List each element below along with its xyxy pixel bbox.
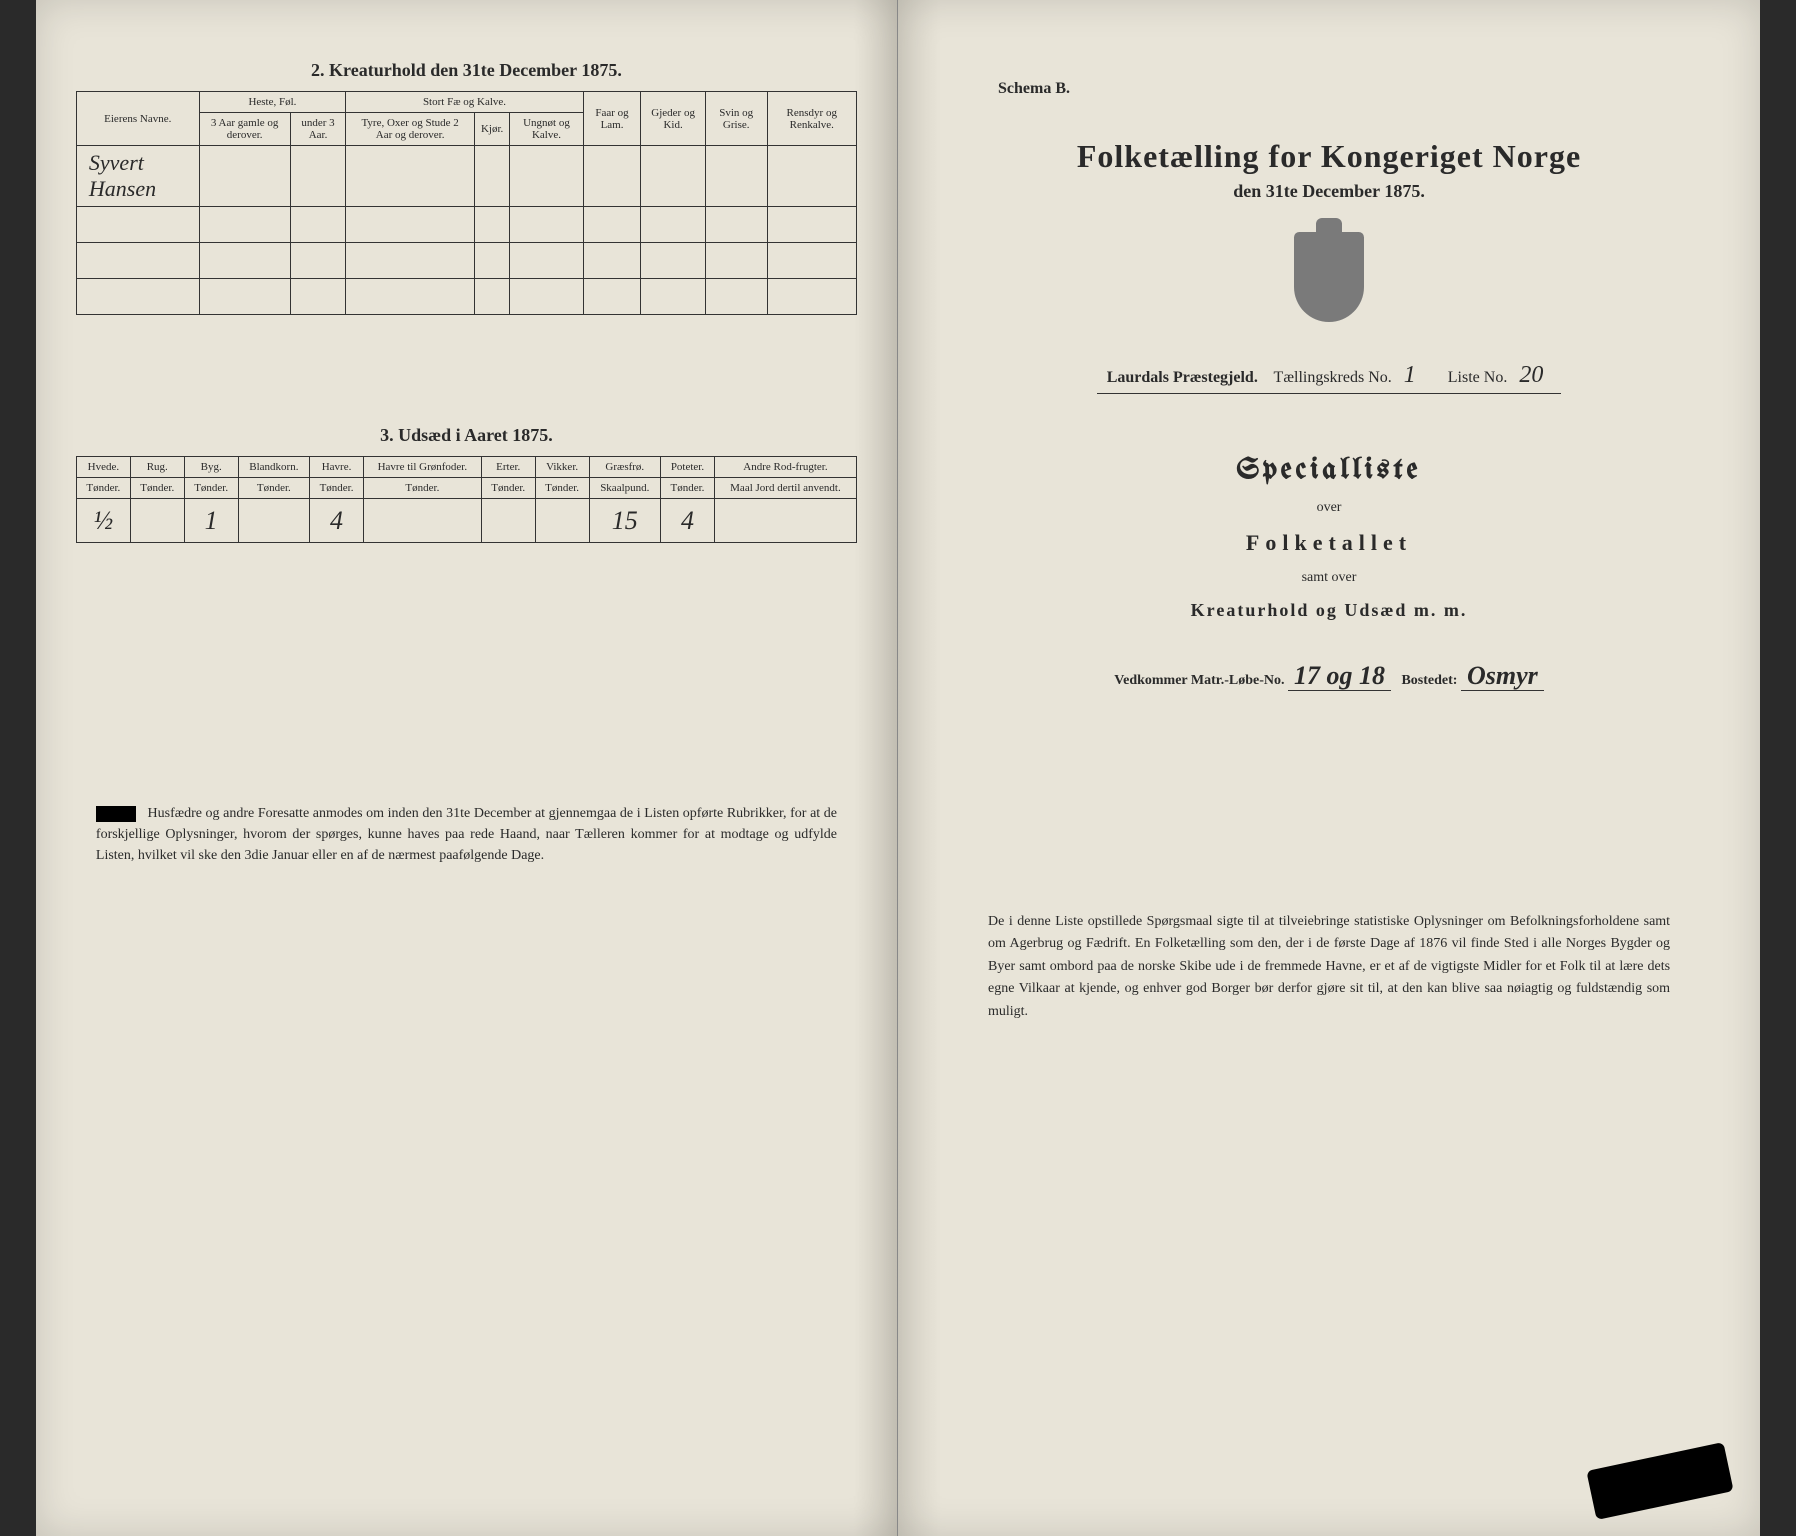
left-page: 2. Kreaturhold den 31te December 1875. E… bbox=[36, 0, 898, 1536]
main-title: Folketælling for Kongeriget Norge bbox=[938, 138, 1720, 175]
t3-v bbox=[363, 499, 481, 543]
t3-u: Maal Jord dertil anvendt. bbox=[714, 478, 856, 499]
t3-v: ½ bbox=[76, 499, 130, 543]
t3-h: Poteter. bbox=[661, 457, 715, 478]
coat-of-arms-icon bbox=[1294, 232, 1364, 322]
left-footer-note: Husfædre og andre Foresatte anmodes om i… bbox=[76, 803, 857, 866]
kreds-label: Tællingskreds No. bbox=[1274, 369, 1392, 386]
col-gjeder: Gjeder og Kid. bbox=[641, 92, 706, 146]
t3-h: Byg. bbox=[184, 457, 238, 478]
vedk-label: Vedkommer Matr.-Løbe-No. bbox=[1114, 673, 1284, 688]
table-row bbox=[76, 207, 856, 243]
grp-stort: Stort Fæ og Kalve. bbox=[346, 92, 583, 113]
col-eier: Eierens Navne. bbox=[76, 92, 199, 146]
table-row: Syvert Hansen bbox=[76, 146, 856, 207]
sub-s1: Tyre, Oxer og Stude 2 Aar og derover. bbox=[346, 113, 475, 146]
t3-u: Tønder. bbox=[76, 478, 130, 499]
book-spread: 2. Kreaturhold den 31te December 1875. E… bbox=[0, 0, 1796, 1536]
kreds-value: 1 bbox=[1396, 362, 1424, 388]
t3-v bbox=[535, 499, 589, 543]
praestegjeld-label: Laurdals Præstegjeld. bbox=[1107, 369, 1258, 386]
udsaed-table: Hvede. Rug. Byg. Blandkorn. Havre. Havre… bbox=[76, 456, 857, 543]
t3-h: Erter. bbox=[481, 457, 535, 478]
folketallet-word: Folketallet bbox=[938, 530, 1720, 556]
specialliste-title: Specialliste bbox=[938, 454, 1720, 486]
t3-h: Vikker. bbox=[535, 457, 589, 478]
t3-u: Skaalpund. bbox=[589, 478, 660, 499]
t3-v bbox=[238, 499, 309, 543]
t3-head-row: Hvede. Rug. Byg. Blandkorn. Havre. Havre… bbox=[76, 457, 856, 478]
t3-u: Tønder. bbox=[535, 478, 589, 499]
bostedet-label: Bostedet: bbox=[1401, 673, 1457, 688]
page-clip-icon bbox=[1586, 1442, 1733, 1520]
liste-label: Liste No. bbox=[1448, 369, 1508, 386]
t3-unit-row: Tønder. Tønder. Tønder. Tønder. Tønder. … bbox=[76, 478, 856, 499]
sub-h2: under 3 Aar. bbox=[290, 113, 346, 146]
t3-u: Tønder. bbox=[363, 478, 481, 499]
t3-v: 15 bbox=[589, 499, 660, 543]
table-row bbox=[76, 243, 856, 279]
t3-h: Andre Rod-frugter. bbox=[714, 457, 856, 478]
table-row bbox=[76, 279, 856, 315]
t3-v bbox=[714, 499, 856, 543]
grp-heste: Heste, Føl. bbox=[199, 92, 346, 113]
col-rensdyr: Rensdyr og Renkalve. bbox=[767, 92, 856, 146]
kreaturhold-line: Kreaturhold og Udsæd m. m. bbox=[938, 600, 1720, 621]
t3-h: Blandkorn. bbox=[238, 457, 309, 478]
t3-u: Tønder. bbox=[130, 478, 184, 499]
form-line: Laurdals Præstegjeld. Tællingskreds No. … bbox=[1097, 362, 1562, 394]
vedk-no: 17 og 18 bbox=[1288, 661, 1391, 691]
t3-v: 4 bbox=[310, 499, 364, 543]
t3-v: 4 bbox=[661, 499, 715, 543]
liste-value: 20 bbox=[1511, 362, 1551, 388]
sub-s3: Ungnøt og Kalve. bbox=[510, 113, 583, 146]
t3-h: Havre til Grønfoder. bbox=[363, 457, 481, 478]
section2-title: 2. Kreaturhold den 31te December 1875. bbox=[76, 60, 857, 81]
t3-h: Havre. bbox=[310, 457, 364, 478]
bostedet-value: Osmyr bbox=[1461, 661, 1544, 691]
t3-h: Hvede. bbox=[76, 457, 130, 478]
t3-v bbox=[130, 499, 184, 543]
pointing-hand-icon bbox=[96, 806, 136, 822]
owner-name: Syvert Hansen bbox=[76, 146, 199, 207]
t3-h: Græsfrø. bbox=[589, 457, 660, 478]
kreaturhold-table: Eierens Navne. Heste, Føl. Stort Fæ og K… bbox=[76, 91, 857, 315]
over-word: over bbox=[938, 500, 1720, 516]
t3-v: 1 bbox=[184, 499, 238, 543]
t3-u: Tønder. bbox=[184, 478, 238, 499]
sub-date: den 31te December 1875. bbox=[938, 181, 1720, 202]
t3-u: Tønder. bbox=[310, 478, 364, 499]
col-svin: Svin og Grise. bbox=[705, 92, 767, 146]
section3-title: 3. Udsæd i Aaret 1875. bbox=[76, 425, 857, 446]
right-footer-text: De i denne Liste opstillede Spørgsmaal s… bbox=[938, 911, 1720, 1023]
col-faar: Faar og Lam. bbox=[583, 92, 641, 146]
t3-u: Tønder. bbox=[481, 478, 535, 499]
right-page: Schema B. Folketælling for Kongeriget No… bbox=[898, 0, 1760, 1536]
t3-v bbox=[481, 499, 535, 543]
t3-h: Rug. bbox=[130, 457, 184, 478]
vedkommer-line: Vedkommer Matr.-Løbe-No. 17 og 18 Bosted… bbox=[938, 661, 1720, 691]
t3-value-row: ½ 1 4 15 4 bbox=[76, 499, 856, 543]
sub-s2: Kjør. bbox=[474, 113, 509, 146]
schema-label: Schema B. bbox=[998, 80, 1720, 98]
sub-h1: 3 Aar gamle og derover. bbox=[199, 113, 290, 146]
left-footer-text: Husfædre og andre Foresatte anmodes om i… bbox=[96, 806, 837, 863]
samt-word: samt over bbox=[938, 570, 1720, 586]
t3-u: Tønder. bbox=[238, 478, 309, 499]
t3-u: Tønder. bbox=[661, 478, 715, 499]
